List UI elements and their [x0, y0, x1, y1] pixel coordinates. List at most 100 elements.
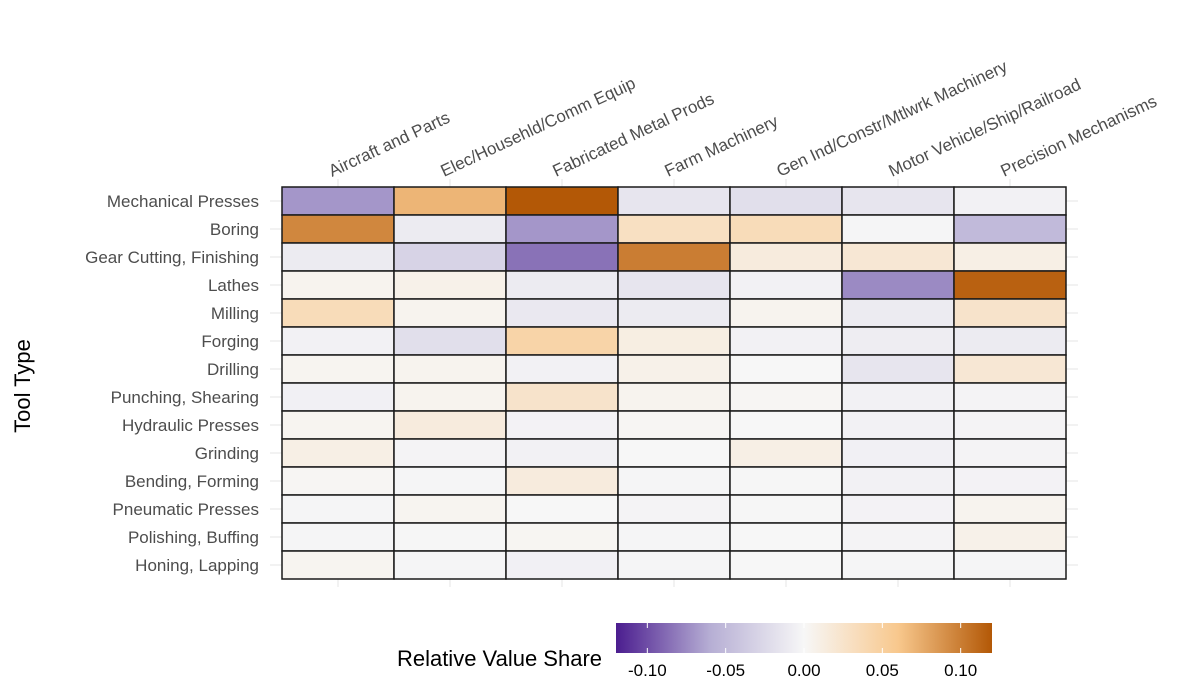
heatmap-cell: [617, 326, 731, 356]
heatmap-cell: [617, 298, 731, 328]
heatmap-cell: [729, 242, 843, 272]
y-tick-label: Gear Cutting, Finishing: [85, 248, 259, 267]
heatmap-cell: [393, 186, 507, 216]
heatmap-cell: [953, 326, 1067, 356]
y-tick-label: Milling: [211, 304, 259, 323]
heatmap-cell: [393, 494, 507, 524]
heatmap-cell: [953, 186, 1067, 216]
heatmap-cell: [617, 522, 731, 552]
heatmap-cell: [841, 354, 955, 384]
color-legend: Relative Value Share -0.10 -0.05 0.00 0.05 0…: [397, 623, 992, 680]
heatmap-cell: [281, 186, 395, 216]
heatmap-cell: [393, 382, 507, 412]
heatmap-cell: [505, 494, 619, 524]
heatmap-cell: [393, 522, 507, 552]
heatmap-cell: [505, 550, 619, 580]
heatmap-cell: [841, 270, 955, 300]
heatmap-cell: [841, 298, 955, 328]
heatmap-cell: [953, 354, 1067, 384]
y-tick-label: Hydraulic Presses: [122, 416, 259, 435]
heatmap-cell: [729, 270, 843, 300]
y-tick-label: Forging: [201, 332, 259, 351]
heatmap-cell: [953, 242, 1067, 272]
heatmap-cell: [505, 298, 619, 328]
heatmap-cell: [953, 298, 1067, 328]
heatmap-cell: [617, 438, 731, 468]
heatmap-cell: [281, 270, 395, 300]
x-tick-label: Aircraft and Parts: [326, 108, 453, 181]
heatmap-cell: [617, 270, 731, 300]
y-axis-title: Tool Type: [10, 339, 35, 433]
heatmap-cell: [841, 242, 955, 272]
y-tick-label: Boring: [210, 220, 259, 239]
heatmap-cell: [729, 186, 843, 216]
heatmap-cell: [617, 550, 731, 580]
heatmap-cell: [953, 214, 1067, 244]
heatmap-cell: [841, 382, 955, 412]
heatmap-cell: [505, 326, 619, 356]
heatmap-cell: [729, 354, 843, 384]
heatmap-cell: [841, 494, 955, 524]
heatmap-cell: [617, 466, 731, 496]
heatmap-cell: [841, 466, 955, 496]
heatmap-cell: [505, 466, 619, 496]
heatmap-cell: [281, 410, 395, 440]
heatmap-cell: [393, 270, 507, 300]
heatmap-cell: [953, 438, 1067, 468]
heatmap-cell: [505, 522, 619, 552]
heatmap-cell: [729, 214, 843, 244]
heatmap-cell: [281, 522, 395, 552]
x-tick-label: Elec/Househld/Comm Equip: [438, 74, 639, 181]
heatmap-cell: [729, 382, 843, 412]
heatmap-cell: [617, 354, 731, 384]
heatmap-cell: [393, 354, 507, 384]
heatmap-cell: [617, 494, 731, 524]
heatmap-cell: [393, 298, 507, 328]
heatmap-cell: [281, 354, 395, 384]
heatmap-cell: [953, 466, 1067, 496]
heatmap-cell: [841, 326, 955, 356]
x-tick-label: Motor Vehicle/Ship/Railroad: [886, 75, 1084, 181]
heatmap-cell: [729, 298, 843, 328]
y-tick-label: Pneumatic Presses: [113, 500, 259, 519]
heatmap-cell: [505, 186, 619, 216]
legend-title: Relative Value Share: [397, 646, 602, 671]
heatmap-cell: [281, 550, 395, 580]
heatmap-cell: [281, 326, 395, 356]
y-tick-label: Grinding: [195, 444, 259, 463]
legend-tick-label: 0.00: [787, 661, 820, 680]
heatmap-cell: [729, 438, 843, 468]
heatmap-cell: [841, 214, 955, 244]
heatmap-cell: [393, 326, 507, 356]
heatmap-cell: [841, 550, 955, 580]
heatmap-cell: [281, 298, 395, 328]
heatmap-cell: [281, 466, 395, 496]
heatmap-cells: [270, 179, 1078, 587]
heatmap-cell: [617, 410, 731, 440]
legend-tick-label: 0.05: [866, 661, 899, 680]
heatmap-cell: [281, 438, 395, 468]
heatmap-cell: [393, 214, 507, 244]
heatmap-cell: [505, 382, 619, 412]
heatmap-cell: [617, 186, 731, 216]
y-tick-label: Mechanical Presses: [107, 192, 259, 211]
heatmap-cell: [505, 354, 619, 384]
heatmap-cell: [393, 438, 507, 468]
y-tick-label: Honing, Lapping: [135, 556, 259, 575]
heatmap-cell: [729, 494, 843, 524]
y-tick-label: Bending, Forming: [125, 472, 259, 491]
heatmap-cell: [505, 410, 619, 440]
legend-tick-label: -0.05: [706, 661, 745, 680]
y-tick-label: Polishing, Buffing: [128, 528, 259, 547]
heatmap-cell: [393, 410, 507, 440]
heatmap-cell: [841, 522, 955, 552]
heatmap-cell: [617, 214, 731, 244]
y-tick-label: Lathes: [208, 276, 259, 295]
heatmap-cell: [729, 326, 843, 356]
heatmap-cell: [729, 410, 843, 440]
heatmap-cell: [505, 214, 619, 244]
heatmap-cell: [729, 466, 843, 496]
heatmap-cell: [281, 214, 395, 244]
heatmap-cell: [393, 466, 507, 496]
